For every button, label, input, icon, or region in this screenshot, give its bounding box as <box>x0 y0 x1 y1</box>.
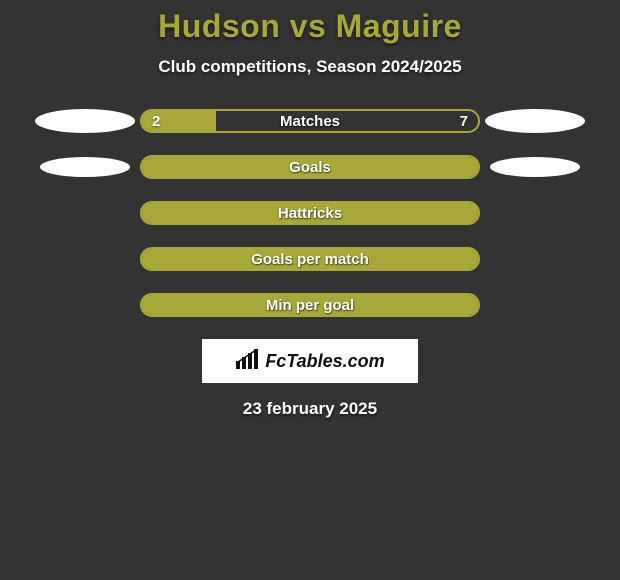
comparison-row: Min per goal <box>0 293 620 317</box>
right-player-icon <box>480 109 590 133</box>
bars-icon <box>235 349 261 374</box>
logo-box: FcTables.com <box>202 339 418 383</box>
comparison-rows: 27Matches Goals Hattricks Goals per match Mi… <box>0 109 620 317</box>
logo-label: FcTables.com <box>265 351 384 372</box>
comparison-row: Goals <box>0 155 620 179</box>
page-title: Hudson vs Maguire <box>0 8 620 45</box>
player-ellipse-icon <box>40 157 130 177</box>
left-player-icon <box>30 109 140 133</box>
player-ellipse-icon <box>35 109 135 133</box>
player-ellipse-icon <box>490 157 580 177</box>
stat-label: Matches <box>142 111 478 131</box>
player-ellipse-icon <box>485 109 585 133</box>
stat-bar: Min per goal <box>140 293 480 317</box>
comparison-row: Hattricks <box>0 201 620 225</box>
left-player-icon <box>30 157 140 177</box>
right-player-icon <box>480 157 590 177</box>
subtitle: Club competitions, Season 2024/2025 <box>0 57 620 77</box>
comparison-card: Hudson vs Maguire Club competitions, Sea… <box>0 0 620 419</box>
comparison-row: 27Matches <box>0 109 620 133</box>
stat-label: Min per goal <box>142 295 478 315</box>
stat-bar: Goals per match <box>140 247 480 271</box>
stat-label: Hattricks <box>142 203 478 223</box>
fctables-logo: FcTables.com <box>235 349 384 374</box>
stat-label: Goals <box>142 157 478 177</box>
stat-bar: 27Matches <box>140 109 480 133</box>
stat-bar: Hattricks <box>140 201 480 225</box>
comparison-row: Goals per match <box>0 247 620 271</box>
stat-bar: Goals <box>140 155 480 179</box>
date-label: 23 february 2025 <box>0 399 620 419</box>
stat-label: Goals per match <box>142 249 478 269</box>
